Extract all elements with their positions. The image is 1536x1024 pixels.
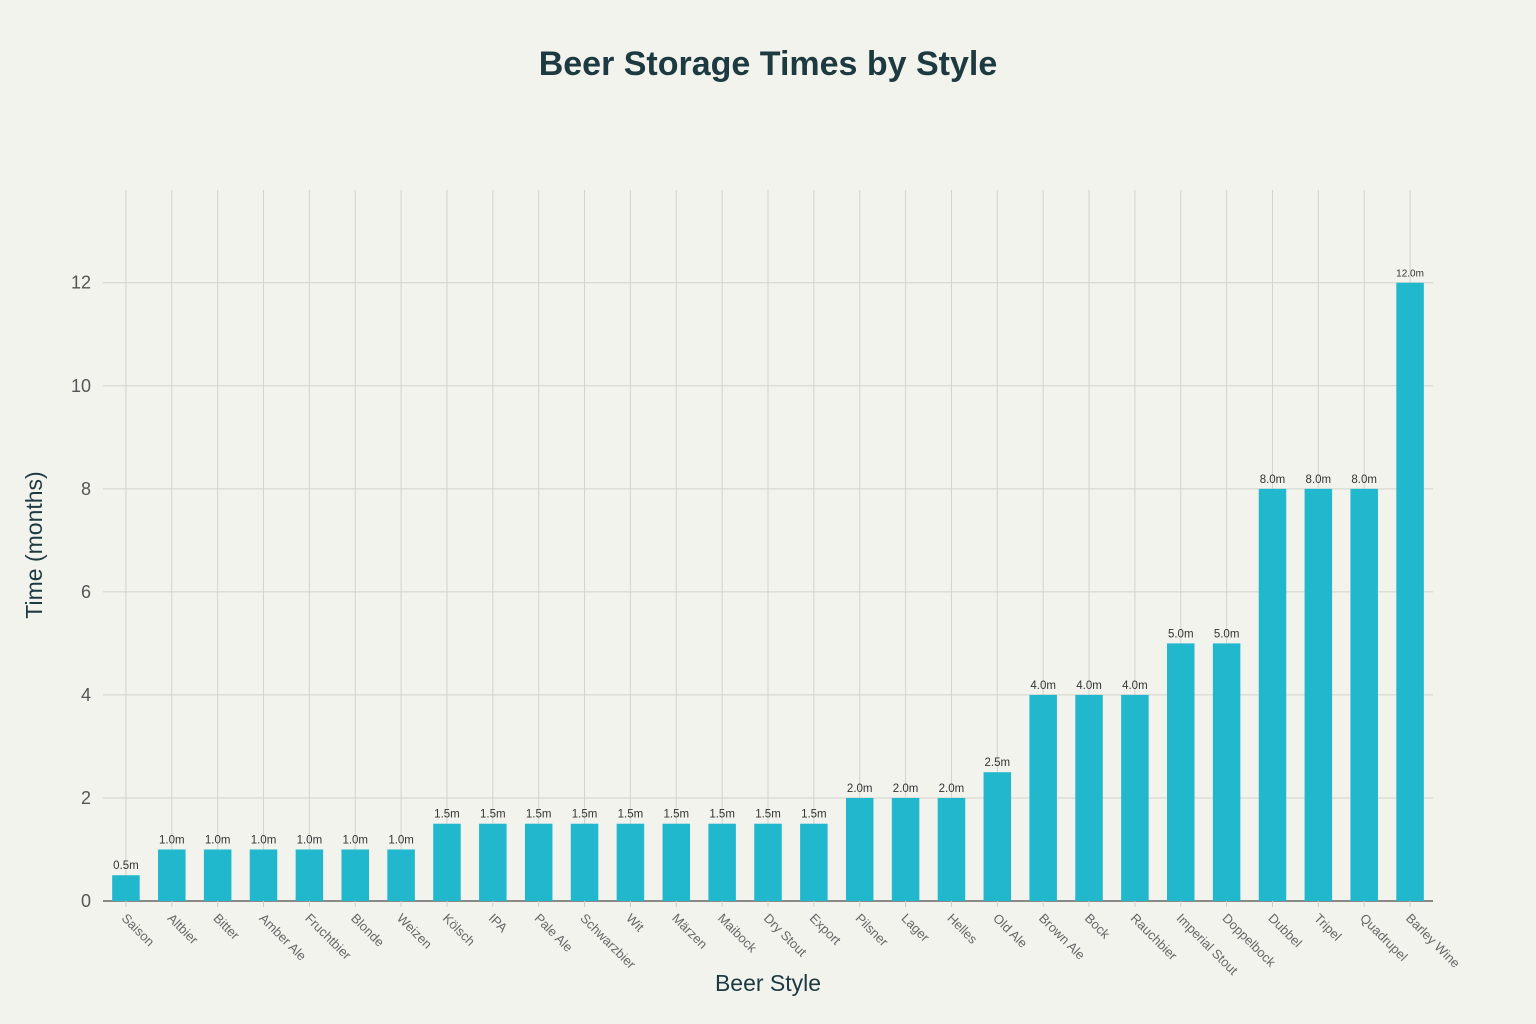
bar xyxy=(158,849,186,901)
x-tick-label: Old Ale xyxy=(990,911,1030,951)
bar xyxy=(295,849,324,901)
x-tick-label: Saison xyxy=(119,911,158,950)
data-label: 1.0m xyxy=(342,834,368,846)
bar xyxy=(891,797,920,901)
x-tick-label: Bock xyxy=(1082,911,1113,942)
data-label: 1.5m xyxy=(526,809,552,821)
data-label: 4.0m xyxy=(1076,680,1102,692)
data-label: 1.0m xyxy=(251,834,277,846)
data-label: 1.0m xyxy=(205,834,231,846)
bar xyxy=(570,823,599,901)
x-tick-label: Weizen xyxy=(394,911,435,952)
y-axis-ticks: 0 2 4 6 8 10 12 xyxy=(71,273,91,911)
y-tick-label: 12 xyxy=(71,273,91,293)
x-tick-label: Altbier xyxy=(165,911,202,948)
bar xyxy=(708,823,736,901)
bar xyxy=(479,823,507,901)
bar xyxy=(1167,643,1195,901)
bar xyxy=(937,797,966,901)
bar xyxy=(1121,694,1149,901)
y-tick-label: 2 xyxy=(81,788,91,808)
bar xyxy=(203,849,232,901)
y-tick-label: 10 xyxy=(71,376,91,396)
x-tick-label: IPA xyxy=(486,911,511,936)
data-label: 2.5m xyxy=(985,757,1011,769)
x-axis-ticks: Saison Altbier Bitter Amber AleFruchtbierBl… xyxy=(119,901,1463,978)
bar xyxy=(845,797,874,901)
bar xyxy=(754,823,782,901)
bar xyxy=(112,875,140,901)
chart-title: Beer Storage Times by Style xyxy=(539,45,998,83)
x-tick-label: Fruchtbier xyxy=(302,911,354,963)
data-label: 2.0m xyxy=(939,783,965,795)
data-label: 12.0m xyxy=(1396,269,1424,280)
data-label: 5.0m xyxy=(1214,628,1240,640)
data-label: 0.5m xyxy=(113,860,139,872)
bar xyxy=(1350,488,1378,901)
data-label: 4.0m xyxy=(1122,680,1148,692)
bar xyxy=(524,823,553,901)
y-tick-label: 8 xyxy=(81,479,91,499)
data-label: 1.5m xyxy=(618,809,644,821)
x-tick-label: Pilsner xyxy=(853,911,892,950)
data-label: 4.0m xyxy=(1030,680,1056,692)
bar xyxy=(1029,694,1057,901)
x-tick-label: Quadrupel xyxy=(1357,911,1411,965)
bar xyxy=(800,823,828,901)
x-tick-label: Blonde xyxy=(348,911,387,950)
y-tick-label: 4 xyxy=(81,685,91,705)
bar xyxy=(341,849,369,901)
bar xyxy=(1304,488,1333,901)
data-label: 1.0m xyxy=(297,834,323,846)
x-tick-label: Tripel xyxy=(1311,911,1344,944)
x-tick-label: Lager xyxy=(898,911,933,946)
bar xyxy=(249,849,278,901)
data-label: 1.5m xyxy=(663,809,689,821)
x-tick-label: Kölsch xyxy=(440,911,478,949)
x-tick-label: Bitter xyxy=(211,911,244,944)
data-label: 8.0m xyxy=(1306,474,1332,486)
data-label: 1.5m xyxy=(434,809,460,821)
bar xyxy=(1075,694,1103,901)
bar xyxy=(1258,488,1287,901)
data-label: 1.0m xyxy=(159,834,185,846)
x-tick-label: Barley Wine xyxy=(1403,911,1463,971)
bar xyxy=(387,849,415,901)
data-label: 1.0m xyxy=(388,834,414,846)
bar xyxy=(662,823,691,901)
bar xyxy=(1396,282,1424,901)
x-tick-label: Amber Ale xyxy=(256,911,309,964)
data-label: 5.0m xyxy=(1168,628,1194,640)
x-tick-label: Dry Stout xyxy=(761,911,810,960)
data-label: 8.0m xyxy=(1260,474,1286,486)
x-tick-label: Märzen xyxy=(669,911,710,952)
x-tick-label: Export xyxy=(807,911,844,948)
data-label: 2.0m xyxy=(847,783,873,795)
bar xyxy=(1212,643,1241,901)
data-label: 1.5m xyxy=(801,809,827,821)
x-tick-label: Brown Ale xyxy=(1036,911,1088,963)
data-label: 1.5m xyxy=(755,809,781,821)
x-tick-label: Dubbel xyxy=(1265,911,1305,951)
y-tick-label: 6 xyxy=(81,582,91,602)
x-tick-label: Helles xyxy=(944,911,981,948)
bar xyxy=(983,772,1012,901)
bars xyxy=(112,282,1424,901)
bar xyxy=(616,823,645,901)
x-tick-label: Wit xyxy=(623,911,647,935)
y-axis-title: Time (months) xyxy=(21,471,47,618)
data-label: 1.5m xyxy=(480,809,506,821)
data-label: 2.0m xyxy=(893,783,919,795)
data-label: 1.5m xyxy=(709,809,735,821)
data-label: 1.5m xyxy=(572,809,598,821)
x-tick-label: Pale Ale xyxy=(532,911,576,955)
data-label: 8.0m xyxy=(1351,474,1377,486)
bar xyxy=(433,823,461,901)
data-labels: 0.5m 1.0m 1.0m 1.0m 1.0m 1.0m 1.0m 1.5m 1.5m 1.5m… xyxy=(113,269,1424,873)
x-tick-label: Rauchbier xyxy=(1128,911,1181,964)
x-axis-title: Beer Style xyxy=(715,970,821,996)
x-tick-label: Maibock xyxy=(715,911,760,956)
y-tick-label: 0 xyxy=(81,891,91,911)
